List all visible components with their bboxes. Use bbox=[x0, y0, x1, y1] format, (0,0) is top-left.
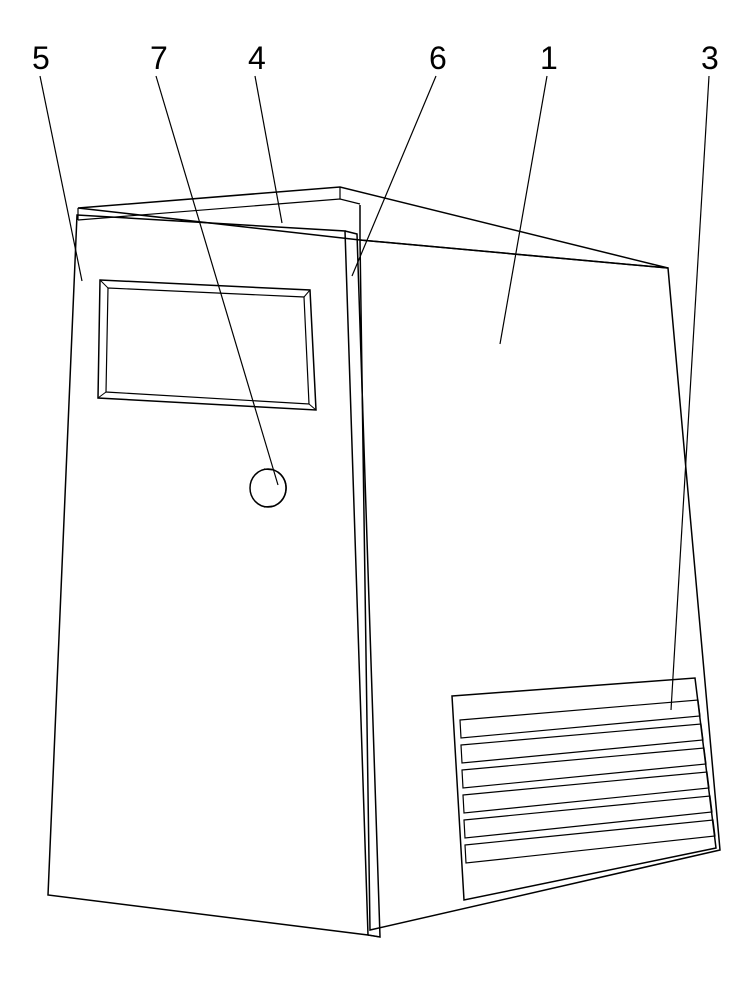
label-6: 6 bbox=[429, 40, 447, 77]
vent-louver bbox=[464, 796, 712, 838]
cabinet-side bbox=[360, 240, 720, 930]
leader-line-7 bbox=[156, 76, 278, 485]
vent-louver bbox=[463, 772, 709, 813]
cabinet-door bbox=[48, 215, 368, 935]
leader-line-5 bbox=[40, 76, 82, 281]
vent-louver bbox=[462, 748, 706, 788]
door-window-inner bbox=[106, 288, 309, 404]
door-window-outer bbox=[98, 280, 316, 410]
leader-line-1 bbox=[500, 76, 547, 344]
leader-line-3 bbox=[671, 76, 709, 710]
label-7: 7 bbox=[150, 40, 168, 77]
label-3: 3 bbox=[701, 40, 719, 77]
label-4: 4 bbox=[248, 40, 266, 77]
vent-louver bbox=[460, 700, 700, 738]
vent-louver bbox=[461, 724, 703, 763]
cabinet-diagram bbox=[0, 0, 754, 1000]
vent-frame bbox=[452, 678, 716, 900]
leader-line-4 bbox=[255, 76, 282, 223]
label-5: 5 bbox=[32, 40, 50, 77]
label-1: 1 bbox=[540, 40, 558, 77]
